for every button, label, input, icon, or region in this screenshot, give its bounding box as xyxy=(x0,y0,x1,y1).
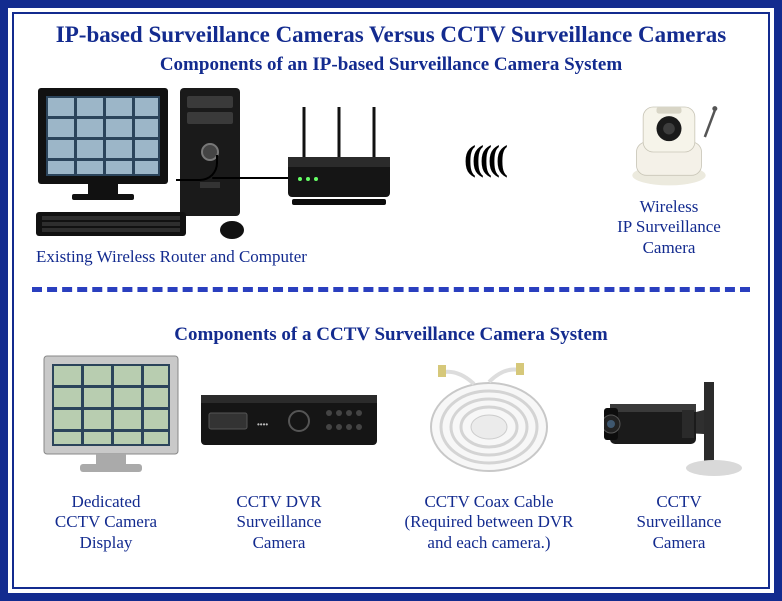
monitor-label: Dedicated CCTV Camera Display xyxy=(36,492,176,553)
router-icon xyxy=(274,107,404,217)
coax-cable-icon xyxy=(414,362,564,477)
ip-section: ((((( Existing Wireless Router and Compu… xyxy=(14,82,768,292)
main-title: IP-based Surveillance Cameras Versus CCT… xyxy=(14,14,768,52)
router-pc-label: Existing Wireless Router and Computer xyxy=(36,247,356,267)
cctv-camera-label: CCTV Surveillance Camera xyxy=(614,492,744,553)
cctv-monitor-icon xyxy=(36,352,186,482)
outer-frame: IP-based Surveillance Cameras Versus CCT… xyxy=(6,6,776,595)
ip-camera-label: Wireless IP Surveillance Camera xyxy=(589,197,749,258)
cable-label: CCTV Coax Cable (Required between DVR an… xyxy=(384,492,594,553)
computer-icon xyxy=(32,82,262,242)
cctv-camera-icon xyxy=(604,362,749,482)
ip-subtitle: Components of an IP-based Surveillance C… xyxy=(14,52,768,82)
wireless-waves-icon: ((((( xyxy=(464,137,504,179)
dvr-icon: •••• xyxy=(199,387,379,457)
inner-frame: IP-based Surveillance Cameras Versus CCT… xyxy=(12,12,770,589)
dvr-label: CCTV DVR Surveillance Camera xyxy=(209,492,349,553)
section-divider xyxy=(32,287,750,292)
svg-text:••••: •••• xyxy=(257,420,268,429)
cctv-subtitle: Components of a CCTV Surveillance Camera… xyxy=(14,322,768,352)
cctv-section: •••• xyxy=(14,352,768,589)
ip-camera-icon xyxy=(604,92,734,212)
